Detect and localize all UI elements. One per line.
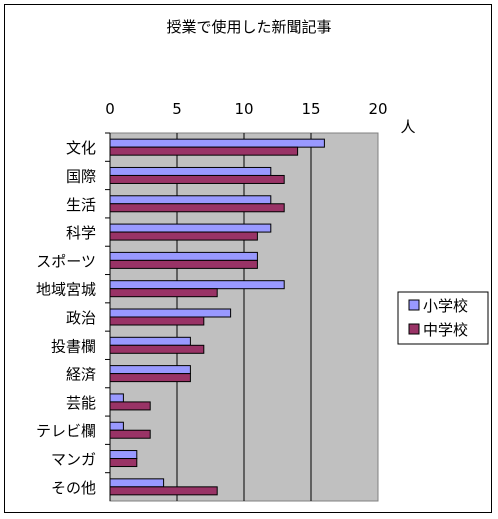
category-label: マンガ	[51, 451, 96, 469]
category-label: 経済	[66, 366, 96, 384]
bar-elementary	[109, 251, 258, 261]
x-tick-labels: 0 5 10 15 20	[105, 100, 387, 118]
bar-junior-high	[109, 344, 205, 354]
bar-elementary	[109, 478, 165, 488]
bar-junior-high	[109, 429, 151, 439]
legend-swatch-elementary	[408, 299, 420, 311]
x-tick-label: 10	[234, 100, 253, 118]
bar-junior-high	[109, 174, 285, 184]
category-label: テレビ欄	[36, 422, 96, 440]
category-label: 投書欄	[51, 337, 96, 355]
x-tick-label: 15	[301, 100, 320, 118]
bar-junior-high	[109, 288, 218, 298]
bar-junior-high	[109, 458, 138, 468]
category-label: 生活	[66, 196, 96, 214]
bar-junior-high	[109, 146, 299, 156]
x-tick-label: 20	[368, 100, 387, 118]
bar-junior-high	[109, 401, 151, 411]
bar-elementary	[109, 421, 124, 431]
bar-junior-high	[109, 316, 205, 326]
chart-title: 授業で使用した新聞記事	[166, 18, 331, 36]
bars	[109, 138, 325, 496]
legend-label-elementary: 小学校	[423, 297, 468, 315]
bar-elementary	[109, 336, 191, 346]
category-label: 科学	[66, 224, 96, 242]
bar-elementary	[109, 195, 272, 205]
bar-elementary	[109, 393, 124, 403]
bar-elementary	[109, 308, 232, 318]
category-label: 政治	[66, 309, 96, 327]
category-label: スポーツ	[36, 252, 96, 270]
bar-junior-high	[109, 203, 285, 213]
legend: 小学校 中学校	[397, 291, 489, 345]
x-tick-label: 5	[172, 100, 182, 118]
category-label: 国際	[66, 167, 96, 185]
category-label: 芸能	[66, 394, 96, 412]
legend-swatch-junior-high	[408, 323, 420, 335]
bar-elementary	[109, 223, 272, 233]
x-axis-unit-label: 人	[400, 118, 415, 136]
bar-elementary	[109, 365, 191, 375]
category-label: 文化	[66, 139, 96, 157]
bar-elementary	[109, 138, 325, 148]
x-tick-label: 0	[105, 100, 115, 118]
bar-junior-high	[109, 259, 258, 269]
bar-elementary	[109, 450, 138, 460]
bar-elementary	[109, 166, 272, 176]
category-label: その他	[51, 479, 96, 497]
bar-junior-high	[109, 486, 218, 496]
bar-junior-high	[109, 231, 258, 241]
bar-elementary	[109, 280, 285, 290]
bar-junior-high	[109, 373, 191, 383]
category-label: 地域宮城	[36, 281, 96, 299]
legend-label-junior-high: 中学校	[423, 321, 468, 339]
